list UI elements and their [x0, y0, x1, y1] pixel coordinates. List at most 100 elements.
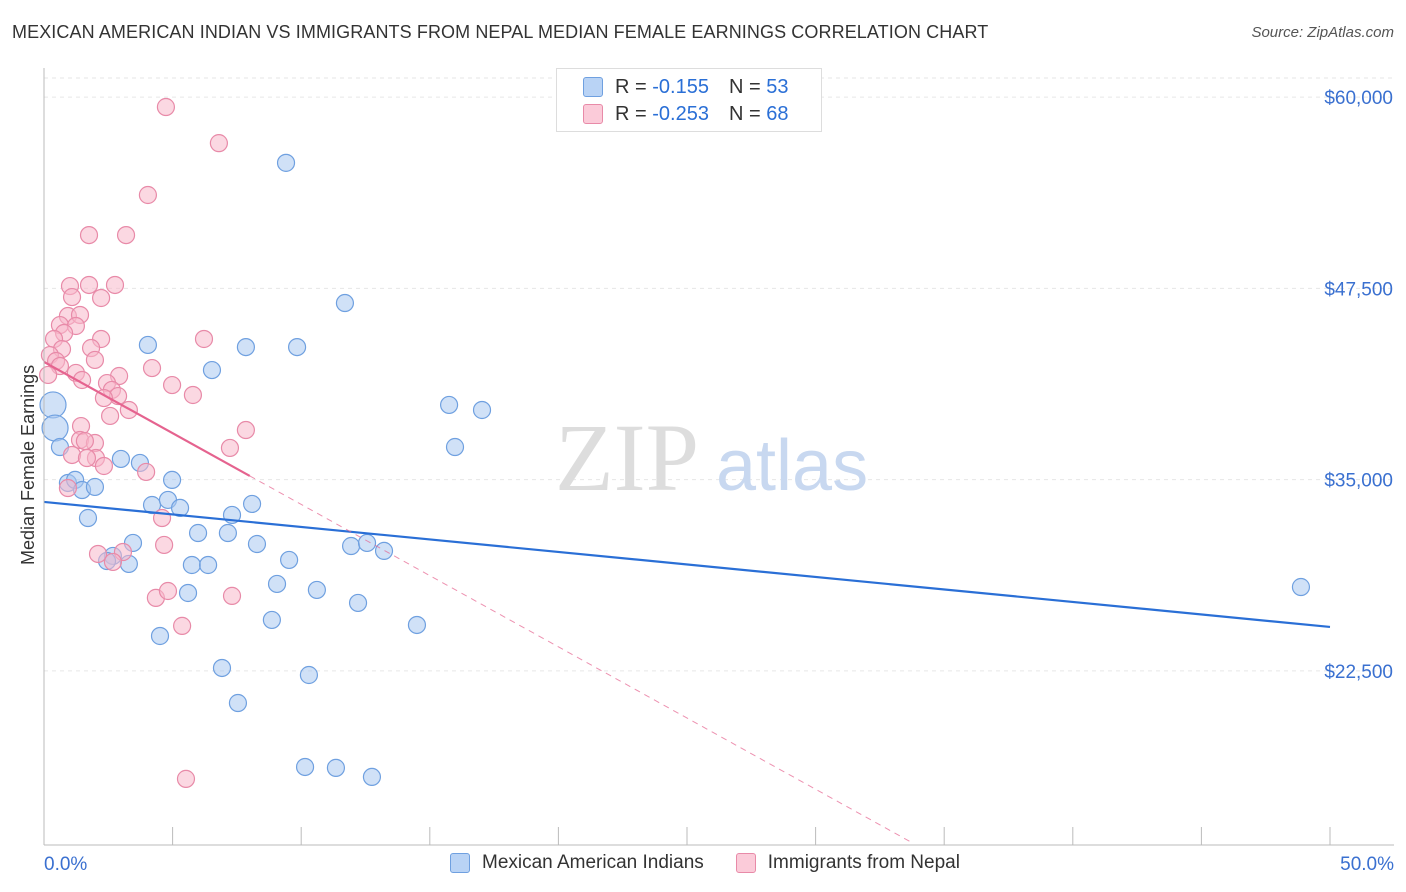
y-tick-label: $35,000 [1324, 471, 1393, 492]
pink-point [62, 445, 82, 465]
blue-point [170, 498, 190, 518]
blue-point [295, 757, 315, 777]
pink-point [91, 288, 111, 308]
n-value: 53 [766, 75, 789, 98]
blue-point [287, 337, 307, 357]
watermark-zip: ZIP [555, 404, 699, 511]
pink-point [79, 225, 99, 245]
legend-label: Mexican American Indians [482, 852, 704, 873]
blue-point [307, 580, 326, 600]
source-label: Source: ZipAtlas.com [1251, 24, 1394, 41]
blue-point [299, 665, 319, 685]
n-label: N = [728, 75, 761, 98]
blue-point [335, 293, 355, 313]
legend-item-mexican-american-indians[interactable]: Mexican American Indians [450, 852, 704, 874]
x-tick-label: 50.0% [1340, 854, 1394, 875]
blue-point [407, 615, 427, 635]
blue-point [236, 337, 256, 357]
pink-point [137, 462, 156, 482]
blue-point [348, 593, 368, 613]
pink-point [194, 329, 214, 349]
blue-point [262, 610, 281, 630]
pink-point [236, 420, 256, 440]
pink-point [94, 456, 114, 476]
n-label: N = [728, 102, 761, 125]
pink-point [77, 448, 97, 468]
pink-point [39, 365, 58, 385]
legend-label: Immigrants from Nepal [767, 852, 960, 873]
pink-point [116, 225, 136, 245]
blue-point [439, 395, 459, 415]
pink-point [85, 350, 105, 370]
blue-point [150, 626, 170, 646]
blue-point [78, 508, 98, 528]
blue-point [357, 533, 377, 553]
pink-point [183, 385, 203, 405]
blue-point [212, 658, 232, 678]
pink-point [79, 275, 99, 295]
legend-item-immigrants-from-nepal[interactable]: Immigrants from Nepal [735, 852, 960, 874]
blue-point [276, 153, 296, 172]
blue-point [472, 400, 492, 420]
r-label: R = [615, 75, 647, 98]
blue-point [198, 555, 218, 575]
pink-trend-extension [249, 475, 912, 843]
pink-point [209, 134, 228, 153]
blue-point [242, 494, 262, 514]
pink-point [58, 478, 78, 498]
pink-point [62, 287, 82, 307]
watermark-atlas: atlas [716, 426, 868, 506]
legend-row-pink: R = -0.253 N = 68 [583, 102, 788, 126]
blue-point [374, 541, 394, 561]
r-value: -0.155 [652, 75, 709, 98]
r-label: R = [615, 102, 647, 125]
blue-point [41, 414, 69, 442]
blue-point [1291, 577, 1311, 597]
pink-point [75, 431, 94, 451]
blue-point [85, 477, 105, 497]
pink-point [103, 552, 123, 572]
n-value: 68 [766, 102, 789, 125]
blue-point [341, 536, 361, 556]
blue-point [182, 555, 201, 575]
series-legend: Mexican American Indians Immigrants from… [450, 852, 992, 874]
y-tick-label: $22,500 [1324, 662, 1393, 683]
blue-point [445, 437, 465, 457]
blue-point [202, 360, 222, 380]
legend-row-blue: R = -0.155 N = 53 [583, 75, 788, 99]
blue-point [267, 574, 287, 594]
pink-point [220, 438, 240, 458]
y-axis-label: Median Female Earnings [18, 365, 38, 565]
grid [44, 77, 1394, 672]
blue-swatch [583, 77, 603, 97]
pink-point [173, 616, 192, 635]
chart-title: MEXICAN AMERICAN INDIAN VS IMMIGRANTS FR… [12, 22, 989, 42]
axes: $60,000 $47,500 $35,000 $22,500 0.0% 50.0% [43, 68, 1394, 875]
blue-point [228, 693, 248, 713]
blue-trend-line [43, 500, 1331, 629]
blue-point [326, 758, 346, 777]
pink-point [138, 185, 158, 205]
x-tick-label: 0.0% [44, 854, 87, 875]
blue-point [188, 523, 208, 543]
pink-point [155, 535, 174, 555]
blue-point [178, 583, 198, 603]
y-tick-label: $60,000 [1324, 88, 1393, 109]
pink-point [101, 406, 120, 426]
pink-point [158, 581, 178, 601]
blue-swatch [450, 853, 470, 873]
pink-point [176, 769, 196, 788]
blue-point [247, 534, 267, 554]
pink-point [88, 544, 108, 564]
stats-legend: R = -0.155 N = 53 R = -0.253 N = 68 [556, 68, 822, 132]
blue-point [162, 470, 182, 490]
pink-point [156, 97, 176, 117]
pink-swatch [583, 104, 603, 124]
r-value: -0.253 [652, 102, 709, 125]
pink-point [142, 358, 162, 378]
blue-point [138, 335, 158, 355]
y-tick-label: $47,500 [1324, 279, 1393, 300]
pink-point [105, 275, 125, 295]
blue-point [362, 767, 382, 787]
